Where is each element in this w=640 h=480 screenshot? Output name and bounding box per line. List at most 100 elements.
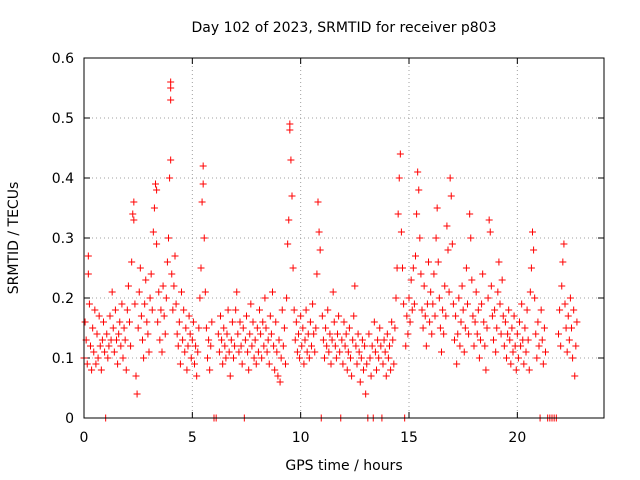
- data-point: [452, 312, 460, 320]
- data-point: [357, 354, 365, 362]
- data-point: [478, 300, 486, 308]
- data-point: [326, 330, 334, 338]
- data-point: [470, 342, 478, 350]
- data-point: [440, 330, 448, 338]
- data-point: [189, 318, 197, 326]
- data-point: [134, 324, 142, 332]
- data-point: [391, 324, 399, 332]
- data-point: [441, 282, 449, 290]
- data-point: [208, 318, 216, 326]
- data-point: [256, 306, 263, 314]
- data-point: [214, 330, 222, 338]
- data-point: [412, 252, 419, 260]
- data-point: [336, 348, 344, 356]
- data-point: [184, 342, 192, 350]
- data-point: [118, 300, 126, 308]
- data-point: [176, 360, 184, 368]
- data-point: [305, 354, 313, 362]
- data-point: [84, 270, 92, 278]
- data-point: [361, 342, 369, 350]
- data-point: [387, 366, 395, 374]
- data-point: [523, 306, 531, 314]
- data-point: [264, 336, 272, 344]
- data-point: [158, 348, 166, 356]
- data-point: [289, 264, 297, 272]
- data-point: [464, 300, 471, 308]
- data-point: [498, 276, 506, 284]
- data-point: [226, 372, 234, 380]
- data-point: [367, 372, 375, 380]
- data-point: [193, 372, 201, 380]
- data-point: [283, 294, 291, 302]
- data-point: [245, 366, 253, 374]
- data-point: [422, 342, 430, 350]
- data-point: [472, 288, 480, 296]
- data-point: [338, 336, 346, 344]
- data-point: [167, 156, 175, 164]
- data-point: [149, 228, 157, 236]
- data-point: [474, 306, 482, 314]
- data-point: [247, 300, 255, 308]
- data-point: [507, 360, 515, 368]
- data-point: [460, 348, 468, 356]
- data-point: [179, 336, 187, 344]
- data-point: [314, 198, 322, 206]
- data-point: [499, 312, 507, 320]
- data-point: [199, 162, 207, 170]
- data-point: [263, 348, 271, 356]
- data-point: [239, 324, 247, 332]
- data-point: [223, 330, 231, 338]
- data-point: [301, 336, 309, 344]
- x-tick-label: 20: [508, 430, 526, 446]
- data-point: [467, 234, 475, 242]
- data-point: [269, 288, 276, 296]
- data-point: [270, 342, 278, 350]
- data-point: [354, 330, 362, 338]
- data-point: [249, 318, 257, 326]
- data-point: [328, 336, 336, 344]
- data-point: [148, 306, 156, 314]
- data-point: [185, 312, 193, 320]
- data-point: [287, 156, 295, 164]
- data-point: [403, 312, 411, 320]
- data-point: [324, 306, 332, 314]
- data-point: [518, 300, 526, 308]
- data-point: [243, 312, 250, 320]
- data-point: [433, 204, 441, 212]
- data-point: [572, 342, 580, 350]
- data-point: [496, 300, 504, 308]
- y-tick-label: 0: [65, 411, 74, 427]
- data-point: [81, 318, 89, 326]
- data-point: [559, 258, 567, 266]
- data-point: [97, 366, 105, 374]
- data-point: [191, 360, 198, 368]
- data-point: [430, 270, 438, 278]
- data-point: [228, 318, 236, 326]
- data-point: [487, 282, 495, 290]
- data-point: [163, 258, 171, 266]
- data-point: [524, 336, 532, 344]
- data-point: [373, 366, 380, 374]
- data-point: [299, 324, 307, 332]
- data-point: [110, 348, 118, 356]
- data-point: [455, 294, 463, 302]
- data-point: [192, 342, 200, 350]
- data-point: [277, 354, 285, 362]
- data-point: [275, 336, 283, 344]
- data-point: [157, 306, 165, 314]
- data-point: [139, 336, 146, 344]
- data-point: [83, 360, 91, 368]
- data-point: [427, 288, 435, 296]
- data-point: [322, 324, 330, 332]
- data-point: [409, 264, 417, 272]
- data-point: [405, 294, 413, 302]
- data-point: [306, 318, 314, 326]
- data-point: [153, 240, 161, 248]
- data-point: [343, 366, 351, 374]
- data-point: [384, 354, 392, 362]
- data-point: [220, 324, 228, 332]
- data-point: [143, 318, 151, 326]
- data-point: [479, 270, 487, 278]
- data-point: [202, 324, 210, 332]
- data-point: [121, 336, 129, 344]
